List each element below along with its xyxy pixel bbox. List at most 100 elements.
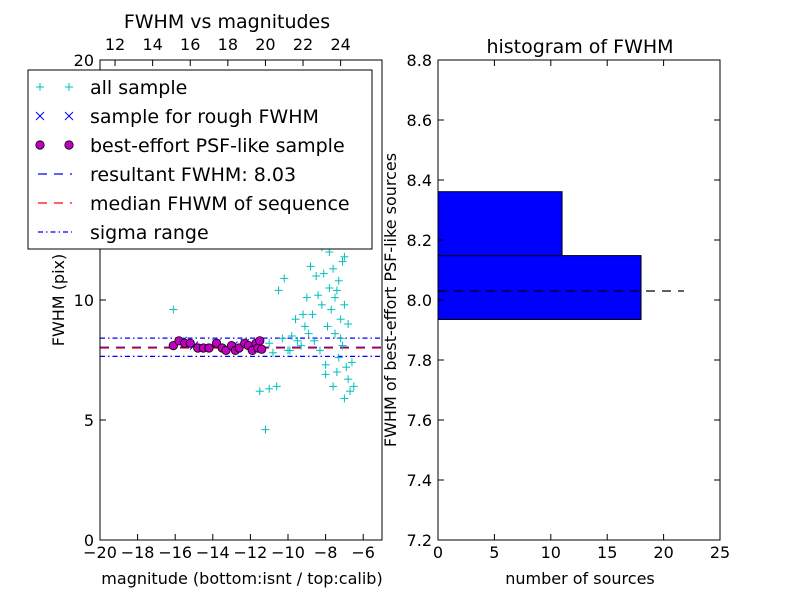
series-0-point-36 [327,305,336,314]
top-tick-label-1: 14 [142,35,162,54]
series-0-point-9 [280,274,289,283]
x-tick-label-7: −6 [351,543,375,562]
hist-x-tick-label-4: 20 [653,543,673,562]
series-0-point-25 [344,375,353,384]
series-0-point-11 [299,310,308,319]
series-0-point-17 [329,264,338,273]
series-0-point-8 [274,286,283,295]
series-0-point-45 [308,310,317,319]
series-0-point-28 [340,394,349,403]
scatter-x-label: magnitude (bottom:isnt / top:calib) [101,569,382,588]
x-tick-label-3: −14 [196,543,230,562]
series-0-point-55 [332,368,341,376]
legend-marker-1-b [64,111,74,121]
legend-label-1: sample for rough FWHM [90,106,319,128]
legend-entry-1: sample for rough FWHM [35,106,319,128]
y-tick-label-2: 10 [74,291,94,310]
x-tick-label-2: −16 [158,543,192,562]
legend-marker-1-a [35,111,45,121]
legend-label-3: resultant FWHM: 8.03 [90,164,296,186]
series-0-point-61 [317,300,326,309]
series-0-point-20 [340,252,349,261]
legend-label-4: median FHWM of sequence [90,193,350,215]
x-tick-label-5: −10 [271,543,305,562]
hist-y-tick-label-7: 8.6 [407,111,432,130]
top-tick-label-6: 24 [330,35,350,54]
series-0-point-54 [321,370,330,379]
hist-x-tick-label-0: 0 [433,543,443,562]
series-0-point-18 [332,286,341,295]
series-0-point-35 [323,322,332,331]
series-0-point-6 [293,336,302,345]
x-tick-label-0: −20 [83,543,117,562]
y-tick-label-1: 5 [84,411,94,430]
top-tick-label-5: 22 [293,35,313,54]
hist-y-tick-label-3: 7.8 [407,351,432,370]
histogram-marks [437,191,684,321]
hist-x-tick-label-5: 25 [710,543,730,562]
series-2-point-3 [185,338,195,348]
histogram-title: histogram of FWHM [486,36,673,58]
hist-y-tick-label-1: 7.4 [407,471,432,490]
y-tick-label-4: 20 [74,51,94,70]
x-tick-label-4: −12 [234,543,268,562]
series-0-point-30 [321,360,330,369]
legend-items: all sample sample for rough FWHM best-effo… [35,77,350,244]
series-0-point-56 [347,358,356,367]
hist-y-tick-label-6: 8.4 [407,171,432,190]
hist-y-tick-label-5: 8.2 [407,231,432,250]
histogram-bar-0 [437,255,642,321]
top-tick-label-3: 18 [218,35,238,54]
series-2-point-19 [257,344,267,354]
x-tick-label-1: −18 [121,543,155,562]
series-0-point-48 [278,334,287,343]
series-2-point-6 [204,343,214,353]
histogram-x-axis: 0 5 10 15 20 25 [433,60,730,562]
legend-marker-2-a [35,140,45,150]
series-0-point-23 [338,341,347,350]
legend-label-0: all sample [90,77,187,99]
legend-marker-0-a [36,83,44,91]
top-tick-label-4: 20 [255,35,275,54]
series-0-point-37 [331,293,339,302]
series-0-point-46 [300,322,309,331]
series-0-point-1 [255,387,264,396]
hist-x-tick-label-1: 5 [489,543,499,562]
series-2-point-18 [255,336,265,346]
series-0-point-60 [325,284,334,292]
scatter-title: FWHM vs magnitudes [124,11,330,33]
scatter-plot-area [100,209,382,434]
series-0-point-26 [346,387,355,396]
series-0-point-29 [329,382,338,391]
series-0-point-3 [272,382,281,391]
series-0-point-47 [287,332,296,340]
series-0-point-10 [291,315,300,324]
series-0-point-4 [261,425,270,434]
legend-label-2: best-effort PSF-like sample [90,135,345,157]
histogram-y-label: FWHM of best-effort PSF-like sources [381,153,400,447]
series-0-point-7 [302,293,311,302]
histogram-bar-1 [437,191,563,257]
scatter-x-axis: −20 −18 −16 −14 −12 −10 −8 −6 [83,534,375,562]
hist-y-tick-label-0: 7.2 [407,531,432,550]
x-tick-label-6: −8 [314,543,338,562]
series-0-point-33 [304,329,313,338]
series-0-point-38 [334,276,343,285]
series-0-point-2 [265,384,274,393]
scatter-y-label: FWHM (pix) [49,254,68,347]
scatter-top-axis: 12 14 16 18 20 22 24 [105,35,351,66]
y-tick-label-0: 0 [84,531,94,550]
series-0-point-39 [338,257,347,266]
hist-y-tick-label-4: 8.0 [407,291,432,310]
legend-entry-3: resultant FWHM: 8.03 [38,164,296,186]
legend-label-5: sigma range [90,222,209,244]
legend-entry-4: median FHWM of sequence [38,193,350,215]
series-0-point-44 [314,291,323,300]
legend-marker-2-b [64,140,74,150]
series-0-point-52 [268,348,277,357]
series-0-point-57 [344,320,353,328]
series-0-point-31 [315,346,324,355]
series-0-point-58 [340,300,349,309]
scatter-legend: all sample sample for rough FWHM best-effo… [27,69,373,250]
